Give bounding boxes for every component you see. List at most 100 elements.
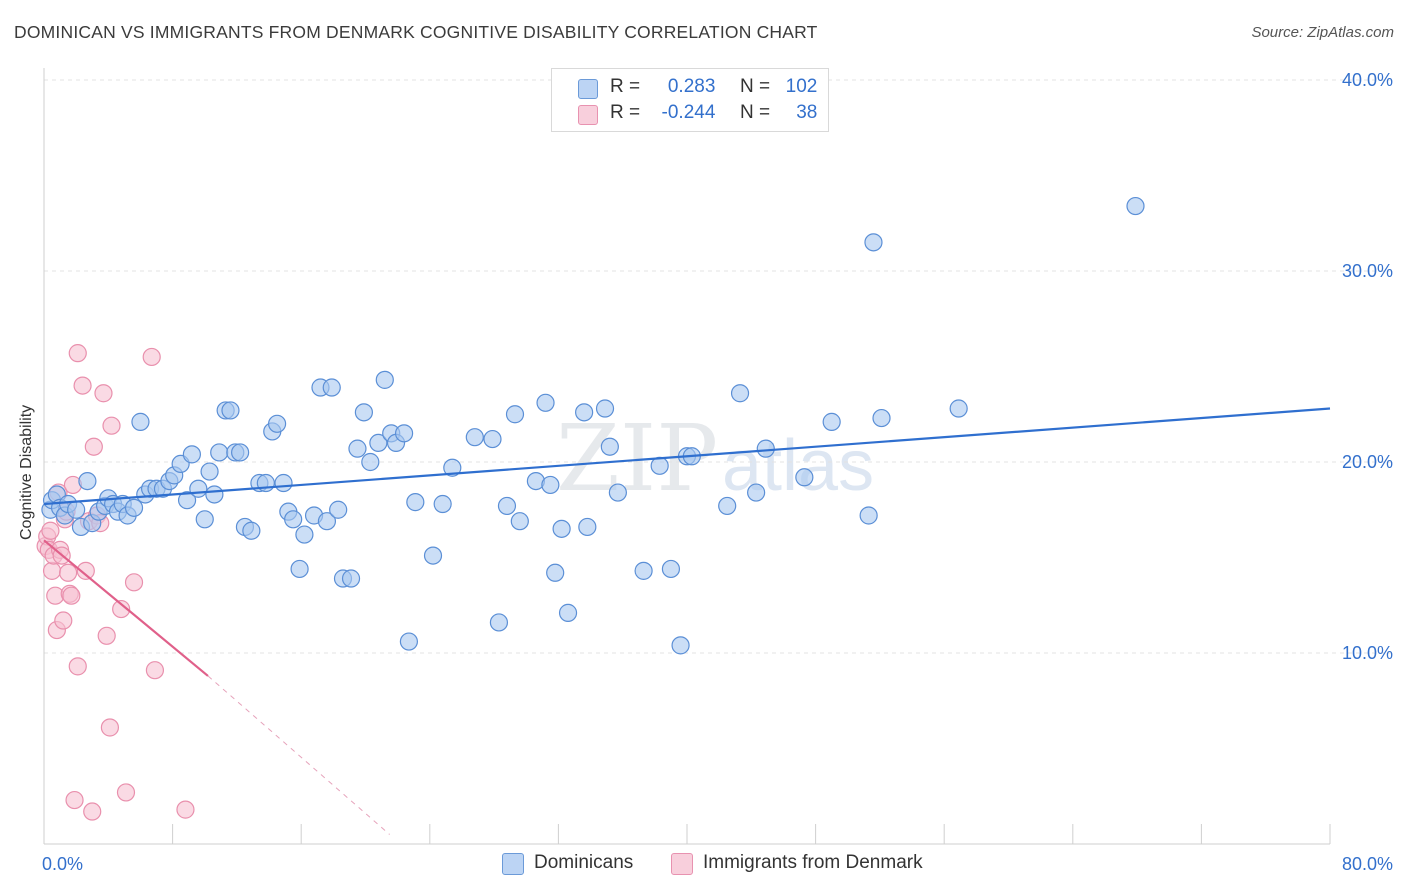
point-dominicans [195,510,214,529]
x-axis-labels: 0.0% 80.0% [42,854,1393,874]
series-immigrants-from-denmark [36,344,195,821]
point-dominicans [546,563,565,582]
point-dominicans [78,472,97,491]
point-dominicans [1126,196,1145,216]
point-dominicans [131,412,150,431]
watermark: ZIP atlas [556,405,874,512]
x-axis-ticks [43,824,1331,844]
point-immigrants-from-denmark [100,718,120,737]
trend-line-dominicans [43,407,1331,506]
stats-n-label: N = [739,76,771,97]
point-dominicans [354,403,373,422]
point-dominicans [608,483,627,502]
point-dominicans [231,443,250,462]
point-dominicans [864,233,883,252]
legend-label: Immigrants from Denmark [703,852,923,873]
point-dominicans [510,512,529,531]
stats-swatch-blue [578,79,598,99]
point-dominicans [348,439,367,458]
stats-r-value: -0.244 [661,102,716,123]
point-dominicans [859,506,878,525]
y-tick-label: 40.0% [1342,70,1393,90]
y-tick-label: 20.0% [1342,452,1393,472]
point-immigrants-from-denmark [83,802,102,821]
point-dominicans [465,428,484,447]
point-dominicans [242,521,261,540]
point-immigrants-from-denmark [73,376,92,395]
legend: Dominicans Immigrants from Denmark [0,851,1406,877]
point-dominicans [558,603,578,622]
point-dominicans [205,485,224,504]
stats-r-value: 0.283 [667,76,716,97]
point-dominicans [341,569,361,588]
point-immigrants-from-denmark [116,783,136,802]
trend-lines [43,407,1331,835]
point-dominicans [872,408,891,428]
point-dominicans [369,433,388,452]
legend-swatch-pink [671,853,693,875]
point-dominicans [489,613,509,632]
point-dominicans [200,462,219,481]
y-tick-label: 10.0% [1342,643,1393,663]
stats-swatch-pink [578,105,598,125]
point-dominicans [575,403,594,422]
point-dominicans [317,512,337,531]
point-dominicans [949,399,968,418]
point-dominicans [290,559,309,579]
point-immigrants-from-denmark [176,800,195,819]
point-dominicans [650,456,669,475]
watermark-atlas: atlas [722,426,874,506]
point-dominicans [443,458,462,477]
point-dominicans [433,494,452,514]
point-dominicans [795,468,814,487]
point-immigrants-from-denmark [76,561,95,580]
point-immigrants-from-denmark [94,384,113,403]
point-dominicans [295,525,314,544]
point-immigrants-from-denmark [54,611,73,630]
point-immigrants-from-denmark [41,521,60,540]
point-dominicans [536,393,555,412]
point-immigrants-from-denmark [97,626,116,645]
x-tick-label: 0.0% [42,854,83,874]
point-dominicans [747,483,766,502]
point-dominicans [730,384,750,403]
point-immigrants-from-denmark [65,790,84,810]
point-dominicans [600,437,619,456]
y-tick-label: 30.0% [1342,261,1393,281]
point-dominicans [541,475,560,495]
point-dominicans [718,496,737,516]
chart-title: DOMINICAN VS IMMIGRANTS FROM DENMARK COG… [14,22,818,42]
point-immigrants-from-denmark [59,563,78,582]
x-tick-label: 80.0% [1342,854,1393,874]
point-dominicans [822,412,841,431]
point-dominicans [210,443,229,462]
legend-swatch-blue [502,853,524,875]
source-credit: Source: ZipAtlas.com [1251,24,1394,41]
point-dominicans [661,559,681,579]
point-dominicans [634,561,653,580]
point-dominicans [322,378,341,397]
point-dominicans [221,401,240,420]
point-dominicans [595,399,615,418]
point-dominicans [267,414,287,433]
point-dominicans [177,491,197,510]
point-dominicans [394,424,414,443]
correlation-stats-box: R = 0.283 N = 102 R = -0.244 N = 38 [551,68,829,132]
point-dominicans [361,452,380,472]
point-immigrants-from-denmark [124,573,144,592]
stats-n-label: N = [739,102,771,123]
point-dominicans [423,546,443,565]
point-dominicans [329,500,348,519]
point-immigrants-from-denmark [68,657,87,676]
trend-line-immigrants-from-denmark [43,539,209,677]
stats-n-value: 102 [785,76,818,97]
y-axis-labels: 10.0% 20.0% 30.0% 40.0% [1342,70,1393,663]
point-immigrants-from-denmark [62,586,81,605]
point-dominicans [399,632,419,651]
point-dominicans [505,405,525,424]
point-dominicans [483,429,502,449]
point-dominicans [274,473,293,493]
point-immigrants-from-denmark [84,437,103,456]
legend-label: Dominicans [534,852,634,873]
